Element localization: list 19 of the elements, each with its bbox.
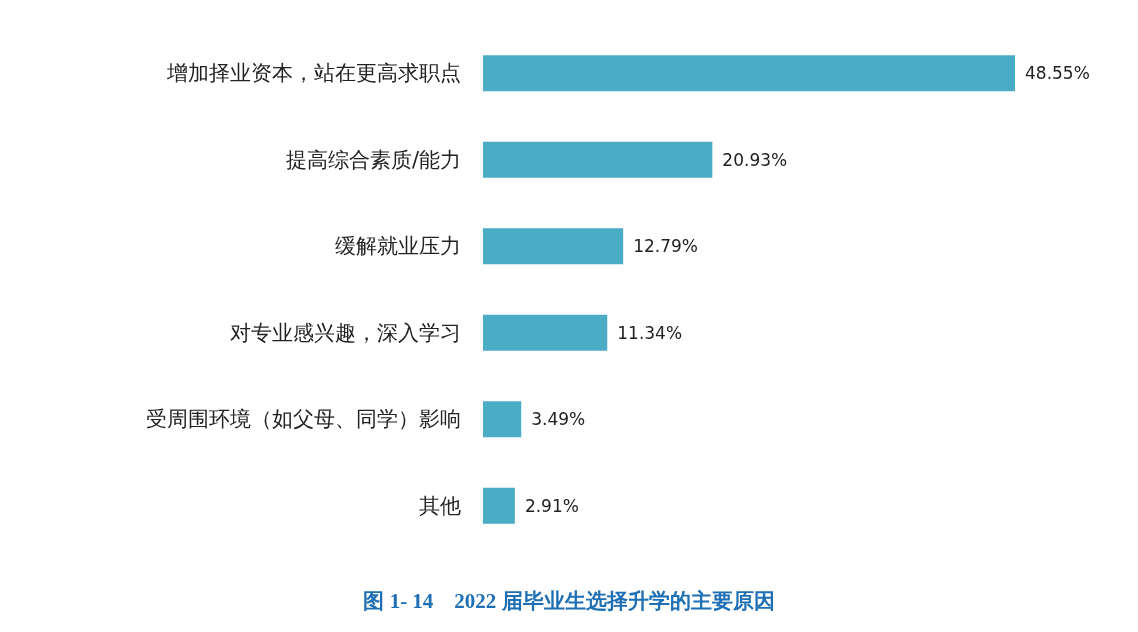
y-tick-label: 缓解就业压力 [335,234,461,259]
data-label: 2.91% [524,495,579,516]
data-label: 20.93% [722,149,788,170]
text: 图 1- 14 2022 届毕业生选择升学的主要原因 [363,588,775,613]
bar [483,55,1015,92]
y-tick-label: 受周围环境（如父母、同学）影响 [146,407,461,432]
data-label: 12.79% [633,236,698,257]
data-label: 48.55% [1025,63,1090,84]
bar [483,314,608,351]
data-label: 3.49% [531,409,586,430]
bar [483,228,624,265]
y-tick-label: 其他 [419,493,461,518]
data-label: 11.34% [617,322,683,343]
y-tick-label: 提高综合素质/能力 [285,147,461,172]
y-tick-label: 对专业感兴趣，深入学习 [230,320,461,345]
y-tick-label: 增加择业资本，站在更高求职点 [166,61,461,86]
bar [483,487,515,524]
bar [483,141,713,178]
bar [483,401,522,438]
